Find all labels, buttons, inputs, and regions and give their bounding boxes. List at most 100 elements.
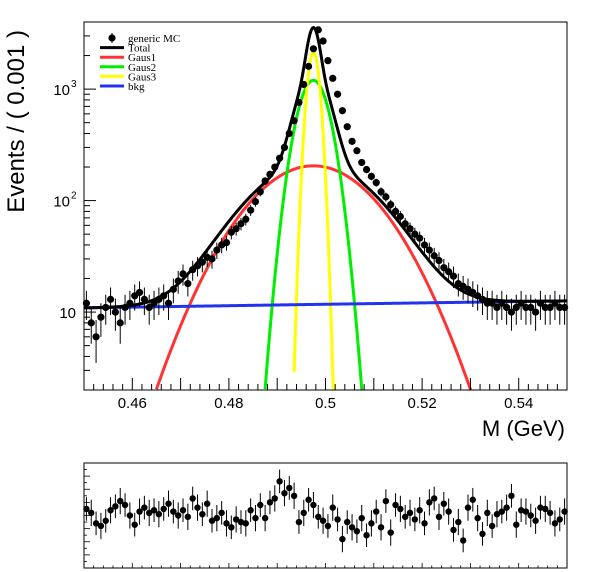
data-point xyxy=(92,333,100,341)
residual-point xyxy=(315,513,322,521)
residual-point xyxy=(348,524,356,531)
x-tick-label: 0.46 xyxy=(118,395,147,412)
residual-point xyxy=(387,529,394,536)
residual-point xyxy=(189,495,196,502)
residual-point xyxy=(484,509,491,517)
residual-point xyxy=(450,526,457,534)
residual-point xyxy=(194,504,201,511)
residual-point xyxy=(440,500,448,507)
data-point xyxy=(256,188,264,196)
data-point xyxy=(377,188,385,196)
residual-point xyxy=(464,504,472,511)
data-point xyxy=(222,238,231,247)
data-point xyxy=(106,295,115,303)
residual-point xyxy=(208,517,216,524)
residual-point xyxy=(353,528,361,535)
data-point xyxy=(382,193,390,201)
data-point xyxy=(184,280,192,288)
data-point xyxy=(285,129,293,138)
data-point xyxy=(290,117,298,125)
data-point xyxy=(251,197,260,206)
x-tick-label: 0.54 xyxy=(504,395,533,412)
y-tick-exponent: 3 xyxy=(71,79,77,90)
residual-point xyxy=(363,531,370,539)
residual-point xyxy=(479,530,486,538)
residual-point xyxy=(174,512,182,519)
data-point xyxy=(560,303,569,312)
x-tick-label: 0.52 xyxy=(407,395,436,412)
data-point xyxy=(232,225,240,233)
residual-point xyxy=(488,522,496,530)
data-point xyxy=(430,252,438,260)
residual-point xyxy=(165,500,172,507)
data-point xyxy=(174,277,182,285)
residual-point xyxy=(252,514,259,522)
data-points xyxy=(82,26,569,363)
residual-point xyxy=(508,492,515,500)
legend-label: Gaus1 xyxy=(128,52,156,64)
data-point xyxy=(266,170,274,178)
data-point xyxy=(333,90,342,98)
residual-point xyxy=(155,510,163,518)
data-point xyxy=(536,299,545,307)
residual-point xyxy=(281,489,288,497)
data-point xyxy=(126,299,134,307)
residual-point xyxy=(537,504,544,511)
residual-point xyxy=(199,510,206,518)
residual-point xyxy=(430,495,438,502)
residual-point xyxy=(445,508,452,515)
residual-point xyxy=(184,513,192,521)
data-point xyxy=(116,319,124,327)
data-point xyxy=(343,123,351,131)
data-point xyxy=(145,303,153,312)
data-point xyxy=(440,264,448,272)
data-point xyxy=(242,215,250,223)
legend-label: bkg xyxy=(128,81,145,93)
residual-point xyxy=(179,507,187,514)
fit-curves xyxy=(83,25,568,391)
residual-point xyxy=(329,504,336,511)
y-tick-label: 10 xyxy=(53,82,70,99)
residual-point xyxy=(203,500,211,507)
residual-point xyxy=(107,507,114,514)
residual-point xyxy=(160,505,167,513)
data-point xyxy=(435,256,443,265)
data-point xyxy=(391,207,400,216)
data-point xyxy=(493,303,501,312)
data-point xyxy=(532,308,540,316)
residual-point xyxy=(223,520,230,527)
residual-point xyxy=(88,509,95,517)
residual-point xyxy=(102,517,109,524)
data-point xyxy=(406,225,414,233)
data-point xyxy=(498,299,506,307)
data-point xyxy=(304,62,313,70)
data-point xyxy=(295,98,303,107)
x-axis-title: M (GeV) xyxy=(482,416,565,441)
residual-point xyxy=(228,524,235,531)
data-point xyxy=(324,57,332,65)
curve-gaus2 xyxy=(263,78,364,391)
residual-point xyxy=(406,509,414,517)
residual-point xyxy=(136,508,143,515)
residual-point xyxy=(532,517,539,524)
residual-point xyxy=(232,516,240,523)
residual-point xyxy=(527,512,534,519)
residual-point xyxy=(257,501,264,509)
data-point xyxy=(160,292,168,300)
data-point xyxy=(425,246,433,254)
data-point xyxy=(237,220,245,228)
residual-point xyxy=(411,516,419,523)
data-point xyxy=(546,303,554,312)
residual-point xyxy=(242,520,250,527)
residual-point xyxy=(397,505,404,513)
residual-point xyxy=(474,514,481,522)
residual-point xyxy=(150,507,158,514)
residual-point xyxy=(459,537,467,544)
residual-point xyxy=(97,522,105,530)
residual-point xyxy=(561,508,568,515)
residual-point xyxy=(324,522,332,530)
data-point xyxy=(189,266,197,274)
data-point xyxy=(387,201,395,209)
data-point xyxy=(449,272,458,280)
